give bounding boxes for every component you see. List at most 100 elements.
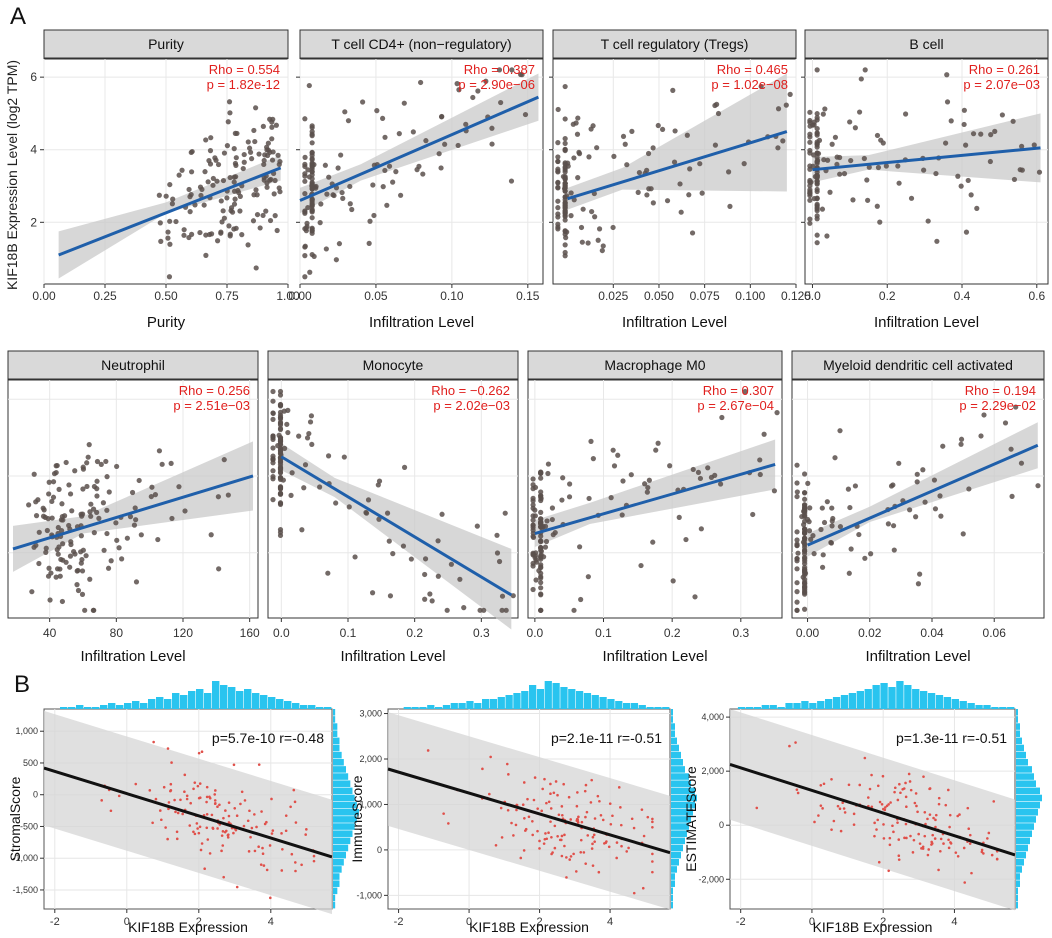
y-tick-label: 500 <box>23 758 38 768</box>
data-point <box>811 551 817 557</box>
data-point <box>382 134 388 140</box>
data-point <box>1010 118 1016 124</box>
data-point <box>253 105 259 111</box>
data-point <box>231 201 238 207</box>
data-point <box>176 484 182 490</box>
x-axis-label: Purity <box>147 314 186 331</box>
data-point <box>179 798 182 802</box>
hist-bar <box>983 705 991 709</box>
data-point <box>103 458 109 465</box>
data-point <box>802 518 808 524</box>
data-point <box>802 496 808 502</box>
data-point <box>197 751 201 755</box>
data-point <box>136 477 142 484</box>
data-point <box>837 428 843 434</box>
data-point <box>948 813 952 817</box>
hist-bar <box>333 773 349 780</box>
hist-bar <box>1016 737 1022 745</box>
data-point <box>558 838 562 842</box>
data-point <box>254 211 261 218</box>
data-point <box>80 547 86 553</box>
data-point <box>202 169 208 175</box>
data-point <box>923 834 927 838</box>
x-tick-label: 0.0 <box>804 289 821 303</box>
data-point <box>277 465 284 471</box>
data-point <box>808 536 814 542</box>
data-point <box>880 140 886 146</box>
data-point <box>270 457 276 463</box>
data-point <box>104 474 110 480</box>
data-point <box>825 157 831 163</box>
data-point <box>807 117 813 124</box>
data-point <box>374 108 380 114</box>
data-point <box>208 135 214 141</box>
hist-bar <box>1016 780 1036 787</box>
data-point <box>312 859 316 863</box>
data-point <box>687 166 693 172</box>
data-point <box>818 526 824 533</box>
y-axis-ticks <box>296 76 300 223</box>
data-point <box>914 471 920 477</box>
data-point <box>939 837 943 841</box>
rho-label: Rho = 0.387 <box>464 62 535 77</box>
x-tick-label: 2 <box>537 916 543 928</box>
hist-bar <box>84 707 92 709</box>
data-point <box>538 553 544 559</box>
data-point <box>562 228 568 235</box>
data-point <box>575 819 579 822</box>
data-point <box>615 452 621 458</box>
data-point <box>165 229 171 235</box>
data-point <box>538 470 544 476</box>
data-point <box>889 801 892 804</box>
data-point <box>264 184 270 190</box>
data-point <box>719 414 725 421</box>
data-point <box>814 142 820 148</box>
data-point <box>549 516 555 523</box>
data-point <box>811 119 817 125</box>
data-point <box>167 181 173 188</box>
data-point <box>205 812 209 816</box>
data-point <box>671 159 678 165</box>
data-point <box>270 445 276 451</box>
x-tick-label: 0.0 <box>527 626 544 640</box>
data-point <box>340 195 346 201</box>
x-tick-label: 0.25 <box>93 289 117 303</box>
hist-bar <box>671 766 685 773</box>
data-point <box>847 119 853 125</box>
hist-bar <box>888 687 896 709</box>
data-point <box>918 842 922 845</box>
data-point <box>225 119 231 125</box>
data-point <box>877 219 883 225</box>
y-axis-label: StromalScore <box>7 776 23 861</box>
data-point <box>256 151 262 157</box>
hist-bar <box>671 880 675 887</box>
hist-bar <box>411 707 419 709</box>
data-point <box>555 168 561 174</box>
data-point <box>961 121 967 128</box>
data-point <box>498 99 504 106</box>
data-point <box>589 208 595 215</box>
panel-strip <box>267 350 519 380</box>
data-point <box>788 744 791 748</box>
hist-bar <box>333 844 349 852</box>
data-point <box>300 863 303 867</box>
regression-line <box>387 767 671 855</box>
data-point <box>215 161 222 168</box>
data-point <box>974 205 980 211</box>
data-point <box>261 852 265 855</box>
panel-strip <box>299 29 544 59</box>
data-point <box>239 802 242 806</box>
data-point <box>277 501 284 508</box>
data-point <box>309 131 315 137</box>
y-tick-label: 4 <box>30 143 37 157</box>
data-point <box>828 539 834 546</box>
data-point <box>33 513 40 519</box>
hist-bar <box>497 697 505 709</box>
data-point <box>819 783 823 787</box>
data-point <box>913 801 917 805</box>
data-point <box>280 869 284 872</box>
data-point <box>183 790 186 794</box>
panel-stromal: p=5.7e-10 r=-0.48-2 0 2 41,0005000-500-1,00… <box>7 681 359 935</box>
data-point <box>896 460 902 466</box>
panel-cd4: T cell CD4+ (non−regulatory)Rho = 0.387p… <box>288 29 544 331</box>
